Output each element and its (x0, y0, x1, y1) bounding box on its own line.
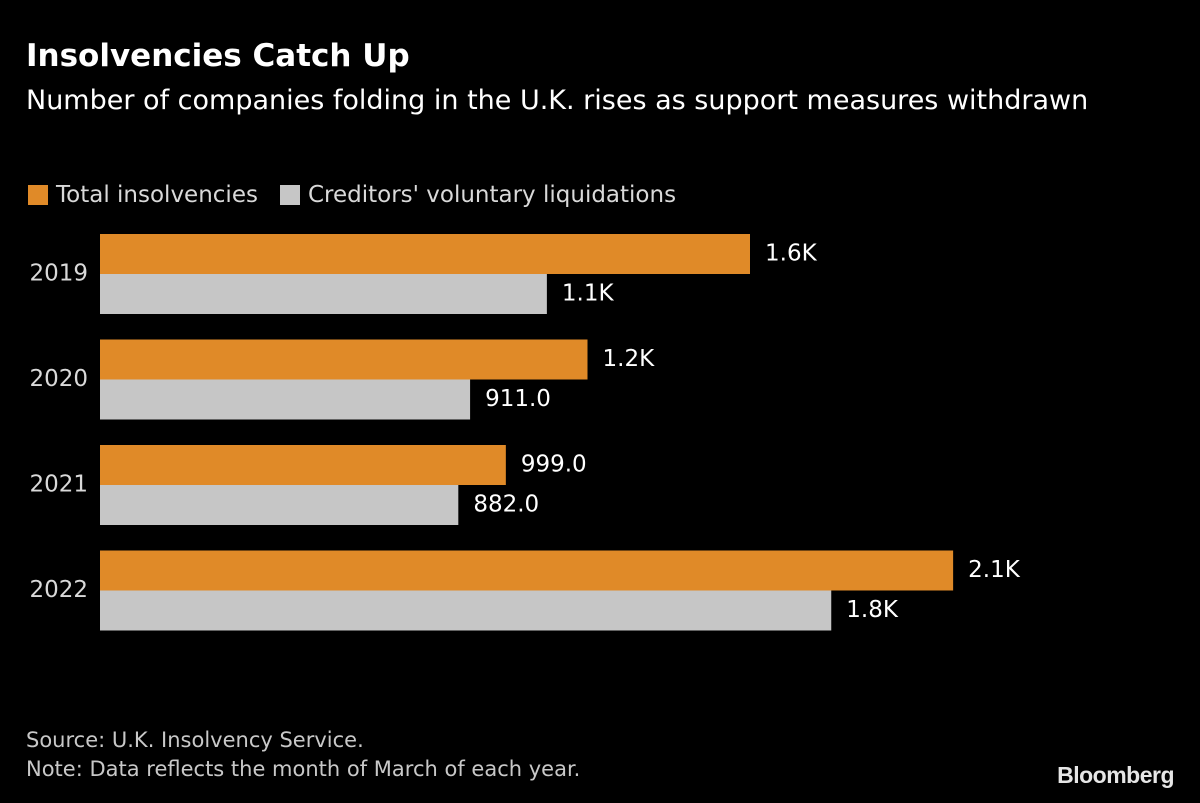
data-label-creditors-voluntary-liquidations-2019: 1.1K (562, 281, 615, 307)
legend-item-creditors-voluntary-liquidations: Creditors' voluntary liquidations (279, 182, 677, 208)
bloomberg-logo: Bloomberg (1057, 762, 1174, 788)
bar-creditors-voluntary-liquidations-2022 (100, 590, 832, 631)
bar-chart-plot: 2019 1.6K 1.1K 2020 1.2K 911.0 2021 999.0 882.0 2… (29, 234, 1021, 631)
data-label-total-insolvencies-2022: 2.1K (968, 557, 1021, 583)
data-note: Note: Data reflects the month of March o… (26, 757, 581, 781)
data-label-creditors-voluntary-liquidations-2020: 911.0 (485, 386, 551, 412)
category-label-2019: 2019 (29, 261, 88, 287)
bar-total-insolvencies-2019 (100, 234, 750, 274)
source-note: Source: U.K. Insolvency Service. (26, 728, 364, 752)
category-label-2021: 2021 (29, 472, 88, 498)
legend-swatch-total-insolvencies (28, 185, 48, 205)
data-label-total-insolvencies-2020: 1.2K (603, 346, 656, 372)
chart-legend: Total insolvencies Creditors' voluntary … (28, 178, 698, 212)
bar-total-insolvencies-2022 (100, 550, 954, 591)
bar-creditors-voluntary-liquidations-2021 (100, 485, 459, 525)
category-label-2022: 2022 (29, 577, 88, 603)
data-label-total-insolvencies-2021: 999.0 (521, 452, 587, 478)
legend-label-creditors-voluntary-liquidations: Creditors' voluntary liquidations (307, 182, 677, 208)
legend-label-total-insolvencies: Total insolvencies (56, 182, 258, 208)
bar-creditors-voluntary-liquidations-2020 (100, 379, 471, 420)
bar-total-insolvencies-2020 (100, 339, 588, 380)
bar-creditors-voluntary-liquidations-2019 (100, 274, 547, 314)
legend-swatch-creditors-voluntary-liquidations (279, 185, 300, 205)
data-label-creditors-voluntary-liquidations-2021: 882.0 (473, 492, 539, 518)
chart-subtitle: Number of companies folding in the U.K. … (26, 85, 1089, 116)
bar-total-insolvencies-2021 (100, 445, 506, 485)
legend-item-total-insolvencies: Total insolvencies (28, 182, 258, 208)
category-label-2020: 2020 (29, 366, 88, 392)
chart-title: Insolvencies Catch Up (26, 38, 410, 74)
data-label-creditors-voluntary-liquidations-2022: 1.8K (846, 597, 899, 623)
data-label-total-insolvencies-2019: 1.6K (765, 241, 818, 267)
